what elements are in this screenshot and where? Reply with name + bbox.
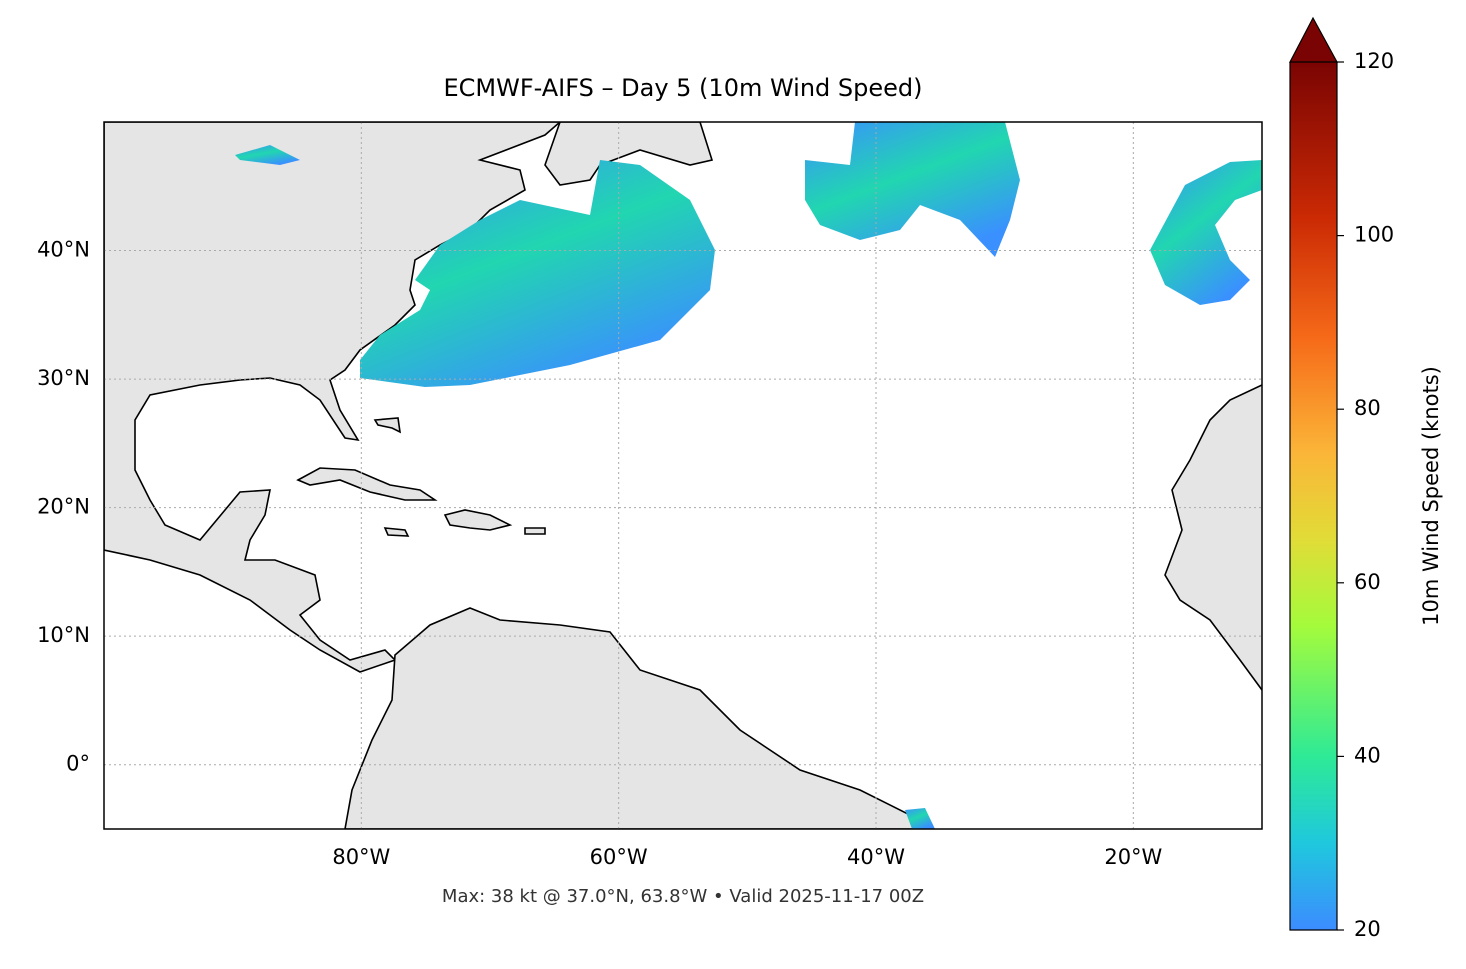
colorbar-tick-label: 120 bbox=[1354, 49, 1394, 73]
colorbar-tick-label: 60 bbox=[1354, 570, 1381, 594]
hispaniola bbox=[443, 509, 513, 531]
puerto-rico bbox=[524, 527, 546, 535]
y-tick-label: 10°N bbox=[37, 623, 90, 647]
colorbar-extend bbox=[1289, 16, 1339, 63]
footer: Max: 38 kt @ 37.0°N, 63.8°W • Valid 2025… bbox=[442, 886, 924, 907]
colorbar-tick-label: 100 bbox=[1354, 223, 1394, 247]
x-tick-label: 80°W bbox=[332, 845, 390, 869]
canada-east bbox=[544, 122, 714, 186]
cuba bbox=[296, 467, 438, 501]
wind-area bbox=[905, 808, 935, 829]
colorbar bbox=[1290, 62, 1337, 930]
y-tick-label: 0° bbox=[66, 752, 90, 776]
x-tick-label: 20°W bbox=[1104, 845, 1162, 869]
bahamas bbox=[373, 417, 402, 434]
x-tick-label: 60°W bbox=[590, 845, 648, 869]
africa bbox=[1164, 384, 1262, 691]
colorbar-frame bbox=[1289, 62, 1338, 931]
colorbar-tick-label: 40 bbox=[1354, 743, 1381, 767]
wind-area bbox=[805, 122, 1020, 257]
x-tick-label: 40°W bbox=[847, 845, 905, 869]
colorbar-label: 10m Wind Speed (knots) bbox=[1419, 366, 1443, 626]
y-tick-label: 20°N bbox=[37, 495, 90, 519]
wind-area bbox=[235, 145, 300, 165]
wind-area bbox=[360, 160, 715, 387]
south-america bbox=[344, 607, 927, 829]
colorbar-tick-label: 20 bbox=[1354, 917, 1381, 941]
y-tick-label: 40°N bbox=[37, 238, 90, 262]
title: ECMWF-AIFS – Day 5 (10m Wind Speed) bbox=[443, 74, 922, 102]
north-america bbox=[104, 122, 562, 673]
colorbar-tick-label: 80 bbox=[1354, 396, 1381, 420]
jamaica bbox=[383, 527, 410, 537]
map bbox=[104, 122, 1262, 829]
y-tick-label: 30°N bbox=[37, 366, 90, 390]
map-frame bbox=[103, 121, 1263, 830]
wind-area bbox=[1150, 160, 1262, 305]
